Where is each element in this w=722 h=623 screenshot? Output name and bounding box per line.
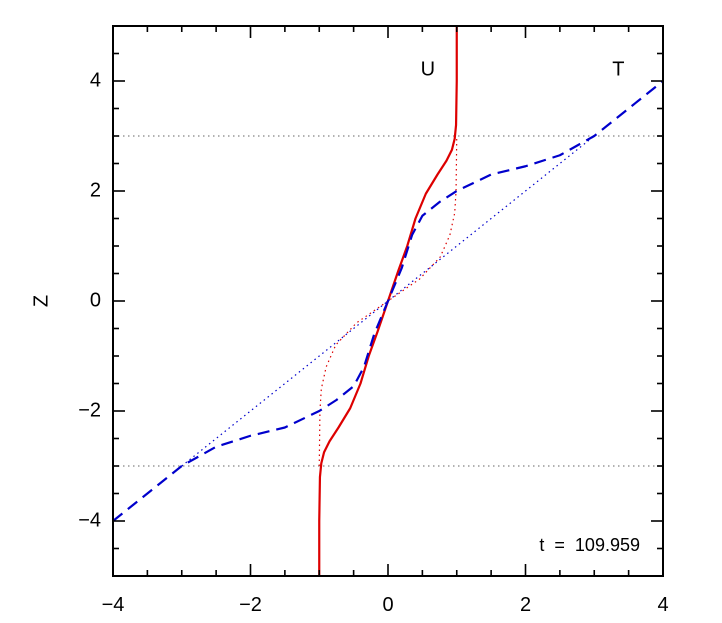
y-tick-label: −4 bbox=[78, 509, 101, 531]
y-tick-label: 2 bbox=[90, 179, 101, 201]
time-annotation: t = 109.959 bbox=[539, 535, 640, 555]
y-tick-label: −2 bbox=[78, 399, 101, 421]
x-tick-label: 2 bbox=[520, 594, 531, 616]
x-tick-label: 4 bbox=[657, 594, 668, 616]
curve-label-t: T bbox=[612, 59, 624, 81]
tick-labels: −4 −2 0 2 4 −4 −2 0 2 4 bbox=[78, 69, 668, 616]
curves bbox=[112, 26, 664, 576]
curve-label-u: U bbox=[421, 59, 435, 81]
plot-frame bbox=[112, 25, 664, 577]
y-tick-label: 4 bbox=[90, 69, 101, 91]
y-tick-label: 0 bbox=[90, 289, 101, 311]
series-t-initial-dotted bbox=[181, 135, 595, 467]
series-t-dashed bbox=[112, 80, 664, 522]
x-tick-label: 0 bbox=[382, 594, 393, 616]
x-tick-label: −2 bbox=[239, 594, 262, 616]
reference-lines bbox=[113, 135, 663, 467]
y-axis-title: Z bbox=[30, 295, 52, 307]
x-tick-label: −4 bbox=[102, 594, 125, 616]
